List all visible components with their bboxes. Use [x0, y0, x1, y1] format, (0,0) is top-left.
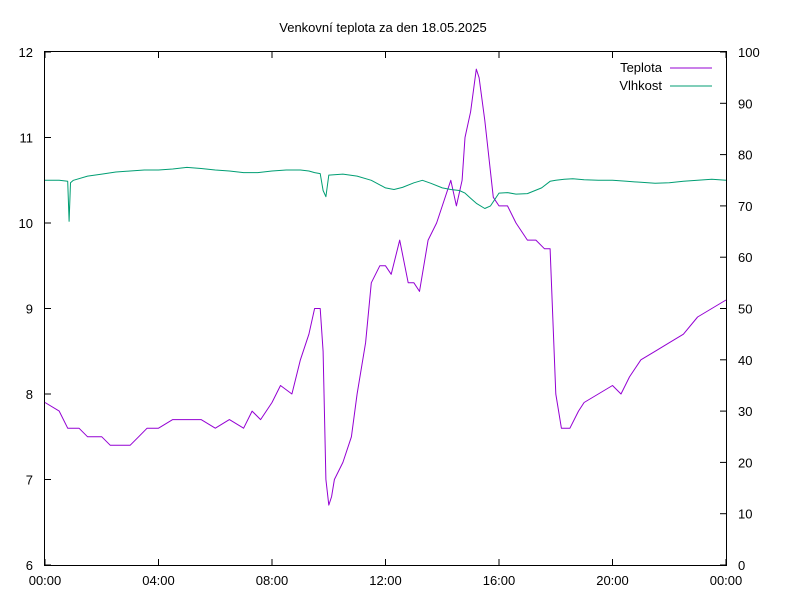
- x-tick-label: 20:00: [596, 573, 629, 588]
- y2-axis-ticks: 0 10 20 30 40 50 60 70 80 90 100: [720, 45, 760, 573]
- y2-tick-label: 80: [738, 148, 752, 163]
- y-tick-label: 12: [19, 45, 33, 60]
- y-tick-label: 11: [20, 131, 34, 146]
- legend-label-vlhkost: Vlhkost: [619, 78, 662, 93]
- series-layer: [44, 68, 727, 506]
- y-tick-label: 7: [26, 473, 33, 488]
- x-tick-label: 00:00: [710, 573, 743, 588]
- legend-label-teplota: Teplota: [620, 60, 663, 75]
- y2-tick-label: 90: [738, 96, 752, 111]
- chart-title: Venkovní teplota za den 18.05.2025: [279, 20, 486, 35]
- x-tick-label: 12:00: [369, 573, 402, 588]
- y-axis-ticks: 6 7 8 9 10 11 12: [19, 45, 51, 573]
- y-tick-label: 9: [26, 302, 33, 317]
- y2-tick-label: 30: [738, 404, 752, 419]
- y2-tick-label: 50: [738, 302, 752, 317]
- y2-tick-label: 60: [738, 250, 752, 265]
- y2-tick-label: 100: [738, 45, 760, 60]
- x-tick-label: 04:00: [142, 573, 175, 588]
- series-line-vlhkost: [45, 166, 727, 222]
- y-tick-label: 10: [19, 216, 33, 231]
- plot-border: [44, 51, 727, 566]
- y2-tick-label: 10: [738, 507, 752, 522]
- y2-tick-label: 40: [738, 353, 752, 368]
- x-tick-label: 08:00: [256, 573, 289, 588]
- y-tick-label: 8: [26, 387, 33, 402]
- x-tick-label: 16:00: [483, 573, 516, 588]
- y2-tick-label: 0: [738, 558, 745, 573]
- series-line-teplota: [44, 68, 727, 506]
- x-axis-ticks: 00:00 04:00 08:00 12:00 16:00 20:00 00:00: [29, 52, 743, 588]
- y2-tick-label: 70: [738, 199, 752, 214]
- legend: Teplota Vlhkost: [619, 60, 712, 93]
- y2-tick-label: 20: [738, 455, 752, 470]
- y-tick-label: 6: [26, 558, 33, 573]
- x-tick-label: 00:00: [29, 573, 62, 588]
